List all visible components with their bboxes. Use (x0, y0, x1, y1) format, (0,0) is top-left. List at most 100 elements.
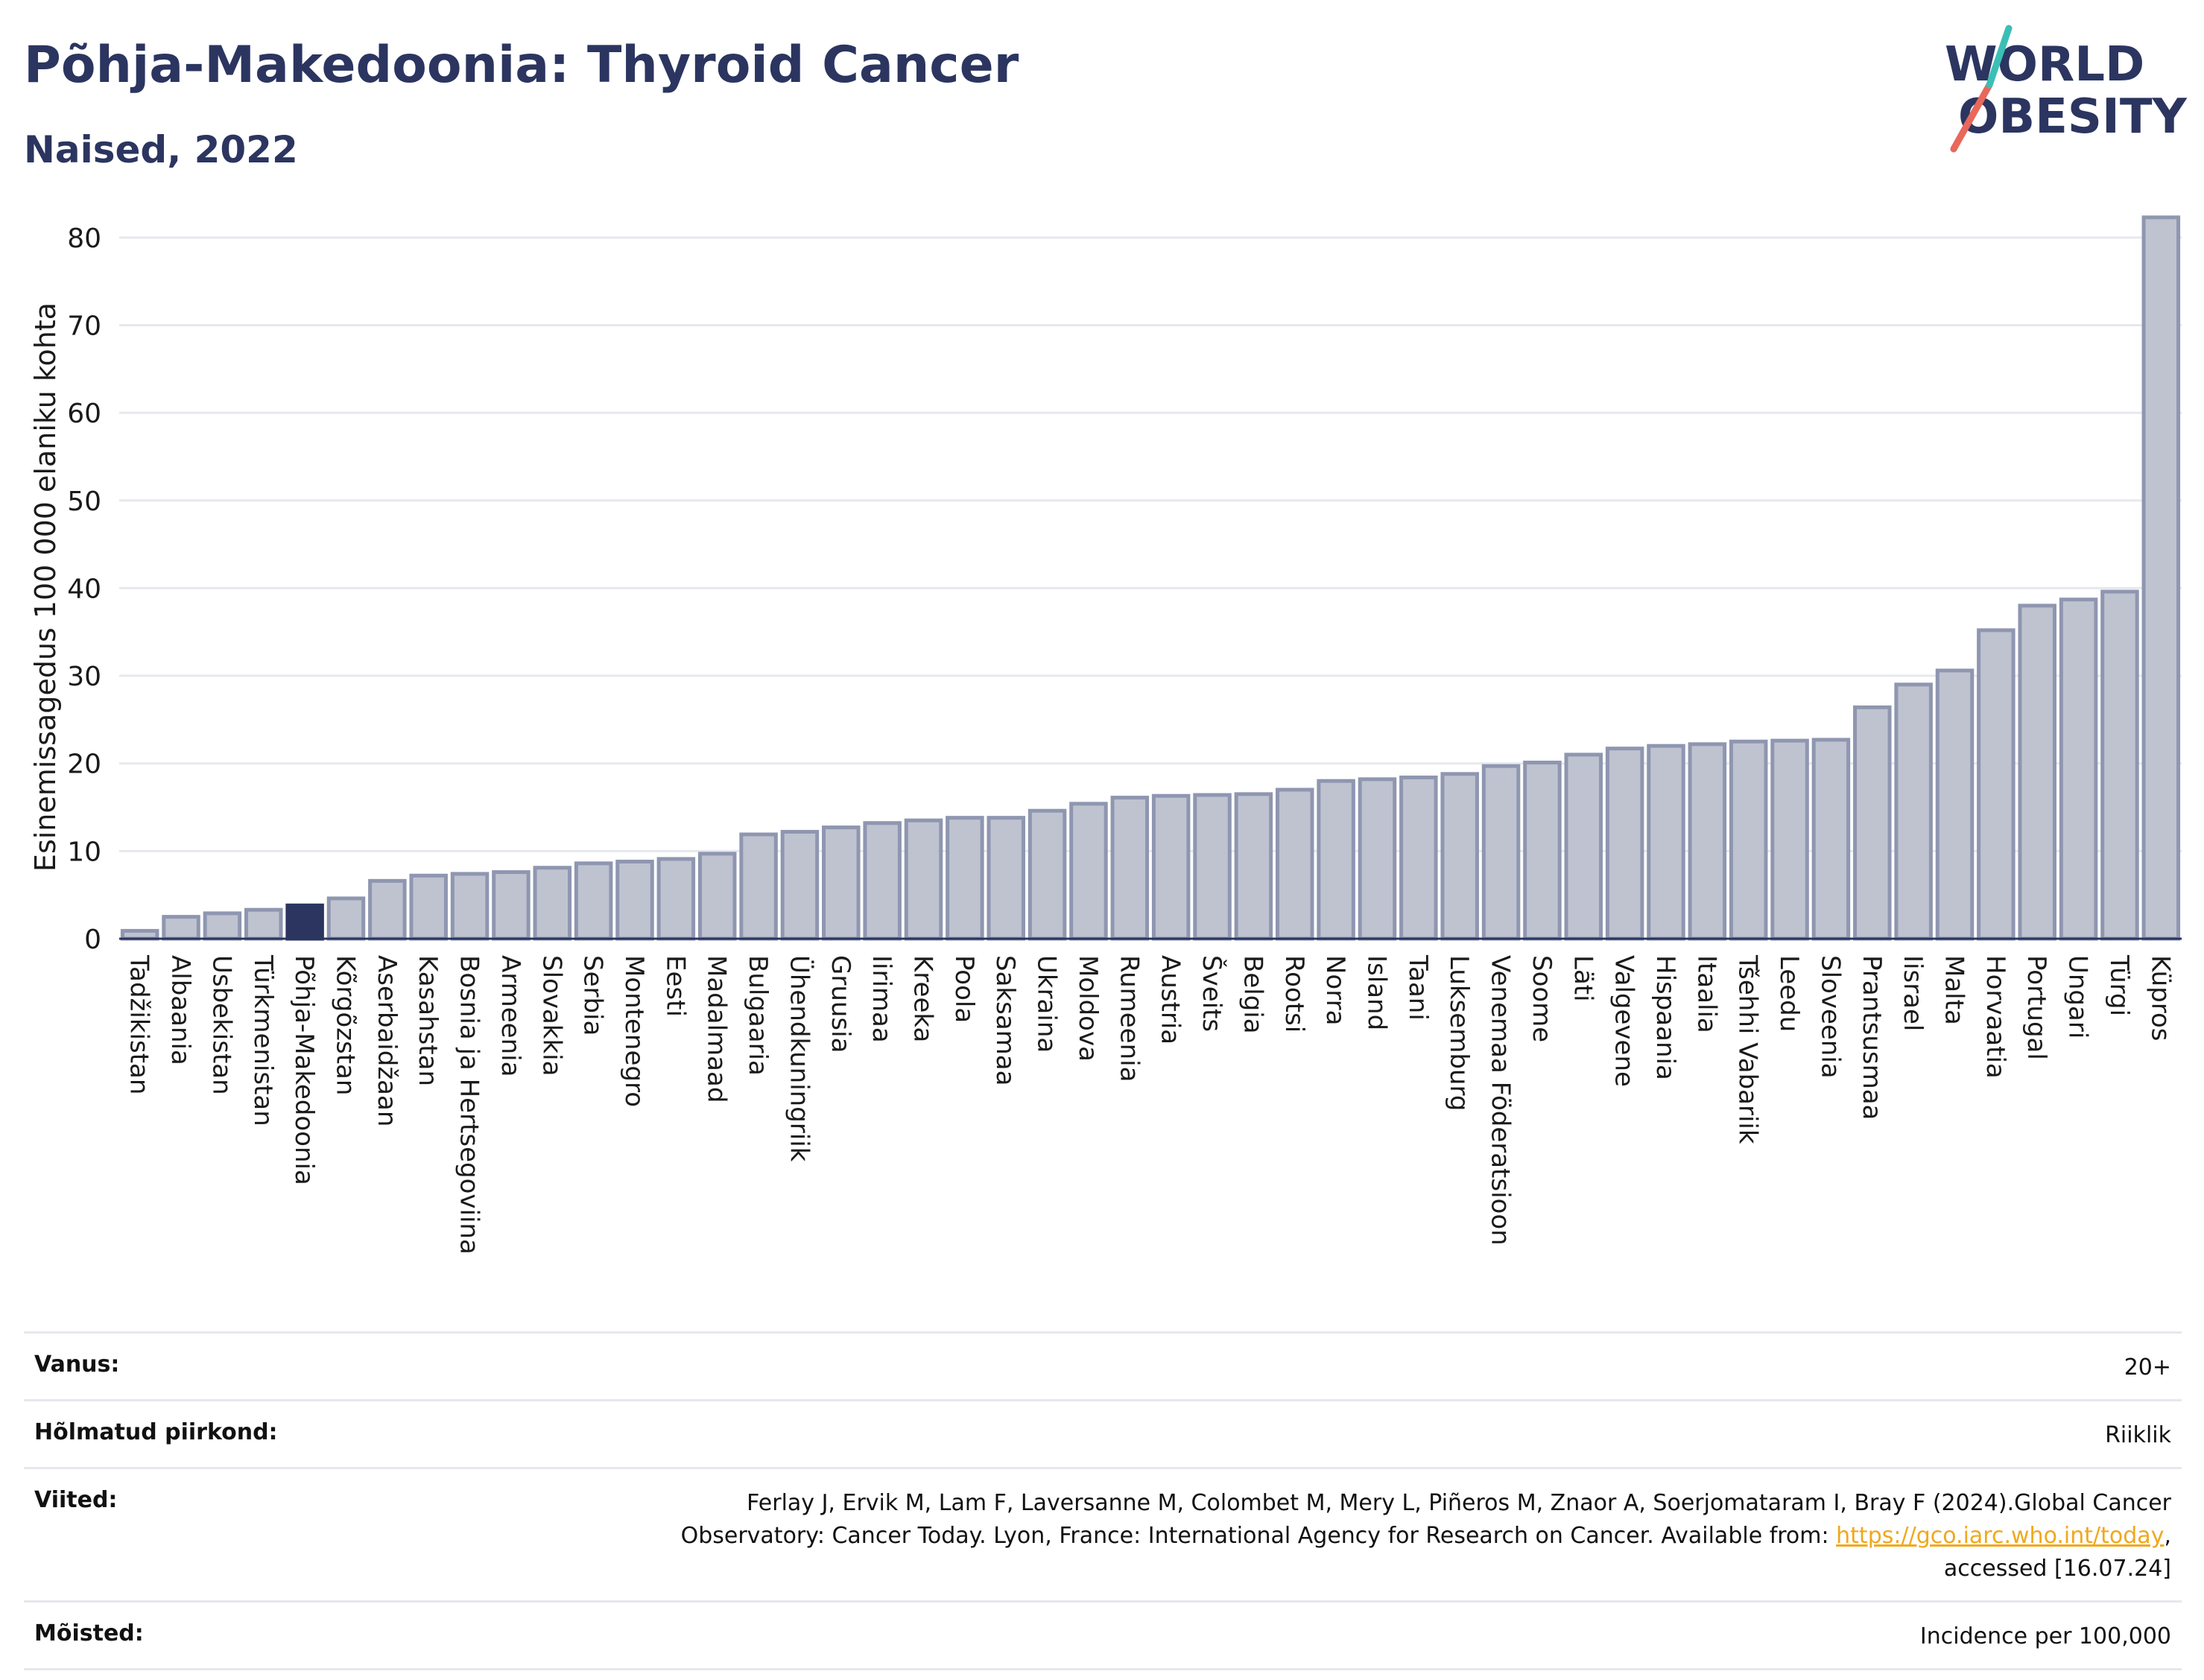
bar-2 (203, 911, 242, 941)
x-tick-label: Ühendkuningriik (784, 955, 814, 1162)
chart-subtitle: Naised, 2022 (24, 128, 298, 171)
x-tick-label: Ungari (2063, 955, 2093, 1039)
bar-37 (1647, 744, 1685, 941)
x-tick-label: Kasahstan (413, 955, 443, 1086)
y-tick-label: 30 (67, 662, 101, 692)
bar-43 (1894, 682, 1933, 941)
y-tick-label: 0 (84, 925, 101, 955)
bar-chart: 0 10 20 30 40 50 60 70 80 Tadžikistan Albaania Usb… (29, 215, 2182, 1255)
reference-text: Ferlay J, Ervik M, Lam F, Laversanne M, … (680, 1490, 2171, 1549)
bar-21 (987, 816, 1025, 941)
logo-line1: WORLD (1945, 37, 2144, 92)
y-tick-label: 10 (67, 837, 101, 867)
bar-24 (1110, 796, 1150, 941)
bar-29 (1317, 779, 1355, 941)
x-tick-label: Iisrael (1898, 955, 1928, 1031)
info-row-region: Hõlmatud piirkond: Riiklik (24, 1399, 2182, 1467)
info-label-age: Vanus: (34, 1351, 120, 1378)
bar-27 (1234, 792, 1273, 941)
bar-7 (409, 873, 448, 941)
bar-39 (1729, 739, 1768, 941)
bar-6 (368, 878, 407, 941)
y-axis: 0 10 20 30 40 50 60 70 80 (67, 224, 101, 955)
x-tick-label: Poola (949, 955, 979, 1023)
reference-accessed: , accessed [16.07.24] (1943, 1523, 2171, 1582)
bar-23 (1069, 802, 1108, 941)
x-tick-label: Taani (1403, 954, 1433, 1021)
info-value-age: 20+ (2124, 1354, 2171, 1381)
bars (120, 215, 2181, 941)
bar-14 (697, 852, 737, 941)
bar-30 (1358, 777, 1397, 941)
y-tick-label: 80 (67, 224, 101, 254)
x-tick-label: Rumeenia (1114, 955, 1144, 1082)
bar-4 (285, 903, 324, 941)
x-tick-label: Kõrgõzstan (330, 955, 360, 1095)
bar-1 (162, 915, 200, 941)
bar-49 (2141, 215, 2181, 941)
bar-0 (120, 928, 159, 941)
reference-link[interactable]: https://gco.iarc.who.int/today (1836, 1523, 2165, 1549)
bar-47 (2059, 597, 2098, 941)
x-tick-label: Valgevene (1609, 955, 1639, 1087)
bar-28 (1276, 787, 1314, 941)
bar-5 (326, 896, 366, 941)
y-axis-label: Esinemissagedus 100 000 elaniku kohta (29, 302, 62, 872)
x-tick-label: Malta (1939, 955, 1969, 1025)
bar-41 (1811, 738, 1851, 941)
x-axis: Tadžikistan Albaania Usbekistan Türkmenista… (119, 937, 2182, 1255)
x-tick-label: Albaania (165, 955, 195, 1065)
bar-32 (1440, 772, 1479, 941)
info-value-definitions: Incidence per 100,000 (1919, 1623, 2171, 1649)
world-obesity-logo: WORLD OBESITY (1945, 25, 2187, 153)
x-tick-label: Armeenia (495, 955, 525, 1077)
bar-38 (1688, 742, 1727, 941)
x-tick-label: Austria (1156, 955, 1185, 1045)
logo-slash-teal (1986, 25, 2013, 89)
info-label-definitions: Mõisted: (34, 1620, 144, 1646)
x-tick-label: Läti (1568, 955, 1597, 1002)
info-value-region: Riiklik (2105, 1422, 2171, 1448)
info-row-definitions: Mõisted: Incidence per 100,000 (24, 1600, 2182, 1670)
bar-17 (822, 825, 861, 941)
x-tick-label: Usbekistan (206, 955, 236, 1095)
x-tick-label: Leedu (1774, 955, 1804, 1032)
bar-25 (1151, 793, 1191, 941)
bar-45 (1977, 628, 2015, 941)
x-tick-label: Põhja-Makedoonia (289, 955, 319, 1185)
x-tick-label: Saksamaa (990, 955, 1020, 1085)
bar-26 (1193, 793, 1232, 941)
bar-11 (574, 861, 613, 941)
bar-22 (1027, 808, 1067, 941)
x-tick-label: Itaalia (1691, 955, 1721, 1033)
x-tick-label: Türkmenistan (248, 954, 278, 1126)
x-tick-label: Prantsusmaa (1857, 955, 1887, 1120)
x-tick-label: Luksemburg (1444, 955, 1474, 1111)
x-tick-label: Portugal (2021, 955, 2051, 1060)
chart-title: Põhja-Makedoonia: Thyroid Cancer (24, 36, 1019, 95)
bar-9 (492, 870, 531, 941)
x-tick-label: Kreeka (908, 955, 938, 1042)
info-table: Vanus: 20+ Hõlmatud piirkond: Riiklik Vi… (24, 1331, 2182, 1670)
info-row-age: Vanus: 20+ (24, 1331, 2182, 1399)
info-label-region: Hõlmatud piirkond: (34, 1419, 278, 1445)
bar-8 (450, 872, 490, 941)
info-row-references: Viited: Ferlay J, Ervik M, Lam F, Lavers… (24, 1467, 2182, 1600)
info-value-references: Ferlay J, Ervik M, Lam F, Laversanne M, … (607, 1487, 2171, 1585)
bar-42 (1853, 705, 1892, 941)
x-tick-label: Island (1361, 955, 1391, 1030)
x-tick-label: Bulgaaria (743, 955, 773, 1076)
x-tick-label: Serbia (578, 955, 608, 1036)
x-tick-label: Norra (1320, 955, 1350, 1025)
bar-40 (1770, 738, 1809, 941)
bar-33 (1481, 764, 1521, 941)
logo-slash-red (1950, 81, 1993, 153)
bar-46 (2018, 603, 2056, 941)
x-tick-label: Belgia (1238, 955, 1267, 1034)
bar-48 (2100, 589, 2139, 941)
bar-19 (904, 818, 943, 941)
x-tick-label: Eesti (660, 955, 690, 1017)
x-tick-label: Rootsi (1279, 955, 1309, 1033)
bar-13 (656, 857, 696, 941)
x-tick-label: Türgi (2104, 954, 2134, 1016)
